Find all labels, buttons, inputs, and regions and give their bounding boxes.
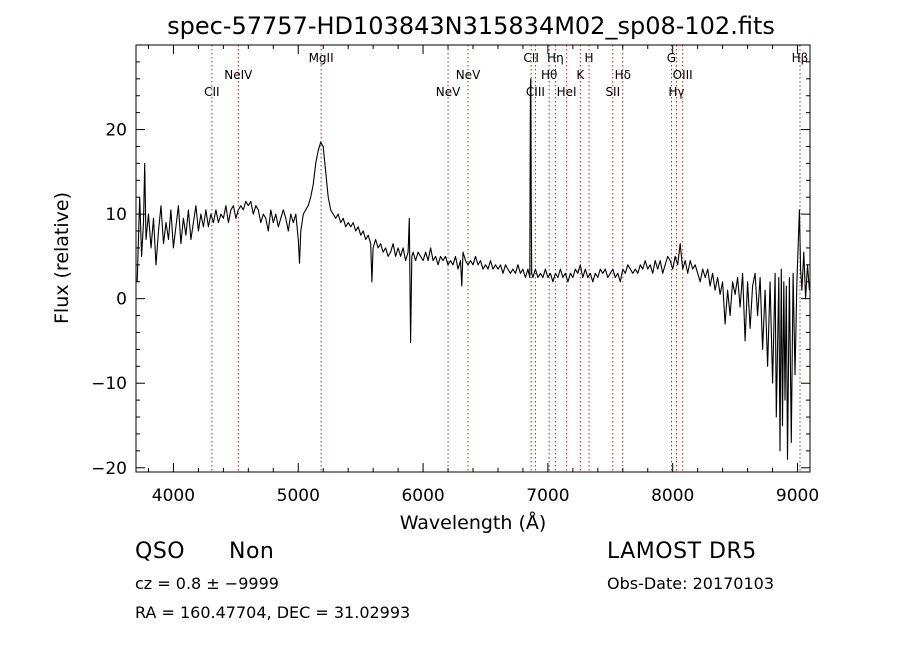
line-label-12: SII [605,85,620,99]
line-label-5: CII [523,51,538,65]
observation-date: Obs-Date: 20170103 [607,574,775,593]
x-axis-label: Wavelength (Å) [400,511,547,534]
line-label-6: CIII [526,85,545,99]
line-label-3: NeV [436,85,461,99]
line-label-16: OIII [673,68,693,82]
spectrum-layer [136,78,810,460]
y-tick-label-4: 20 [105,121,127,141]
x-tick-label-1: 5000 [277,486,320,506]
line-label-14: G [667,51,676,65]
y-tick-label-0: −20 [91,459,127,479]
object-class: QSO [135,539,186,564]
survey-name: LAMOST DR5 [607,539,757,564]
y-axis-label: Flux (relative) [51,192,73,324]
y-tick-label-2: 0 [116,290,127,310]
line-label-0: CII [204,85,219,99]
x-tick-label-2: 6000 [401,486,444,506]
line-markers: CII NeIV MgII NeV NeV CII CIII Hθ Hη HeI KH SII Hδ G H… [204,45,808,472]
coordinates-readout: RA = 160.47704, DEC = 31.02993 [135,603,411,622]
line-label-11: H [585,51,594,65]
line-label-15: Hγ [668,85,684,99]
x-tick-label-5: 9000 [776,486,819,506]
line-label-1: NeIV [224,68,253,82]
line-label-7: Hθ [541,68,557,82]
x-tick-label-4: 8000 [651,486,694,506]
line-label-2: MgII [309,51,334,65]
chart-title: spec-57757-HD103843N315834M02_sp08-102.f… [167,12,775,40]
y-axis: −20 −10 0 10 20 [91,61,810,479]
line-label-9: HeI [557,85,577,99]
plot-frame [135,44,811,473]
redshift-readout: cz = 0.8 ± −9999 [135,574,279,593]
y-tick-label-1: −10 [91,374,127,394]
y-tick-label-3: 10 [105,205,127,225]
line-label-10: K [576,68,585,82]
spectrum-line [136,78,810,460]
line-label-8: Hη [547,51,564,65]
object-subclass: Non [229,539,275,564]
line-label-13: Hδ [615,68,631,82]
line-label-17: Hβ [792,51,809,65]
x-axis: 4000 5000 6000 7000 8000 9000 [147,45,819,506]
x-tick-label-0: 4000 [152,486,195,506]
x-tick-label-3: 7000 [526,486,569,506]
line-label-4: NeV [456,68,481,82]
